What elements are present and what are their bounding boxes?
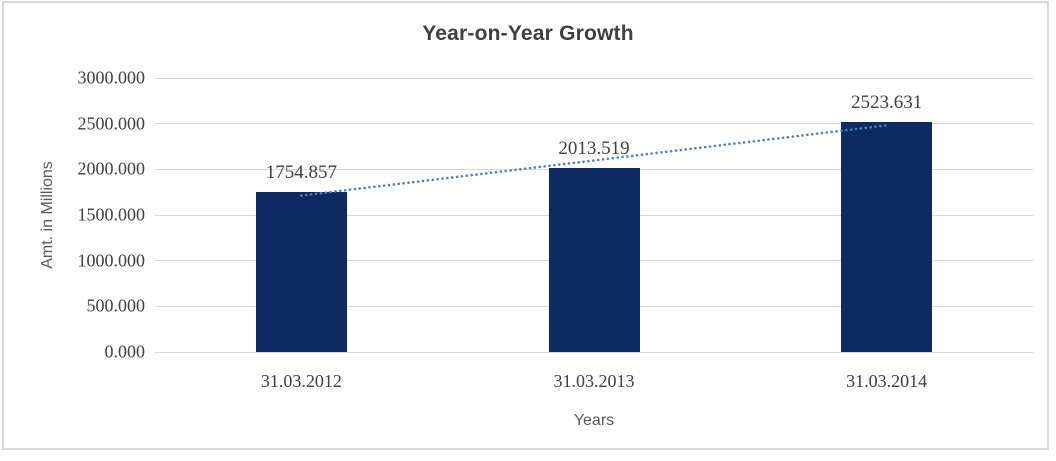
y-tick-label: 2500.000 bbox=[77, 113, 146, 134]
y-tick-label: 3000.000 bbox=[77, 67, 146, 88]
plot-area: 1754.857 2013.519 2523.631 bbox=[155, 77, 1033, 353]
bar bbox=[255, 191, 347, 352]
y-tick-label: 1500.000 bbox=[77, 204, 146, 225]
gridline bbox=[155, 77, 1033, 79]
bar bbox=[841, 121, 933, 352]
y-tick-label: 2000.000 bbox=[77, 158, 146, 179]
x-tick-label: 31.03.2013 bbox=[553, 371, 635, 391]
y-axis-title: Amt. in Millions bbox=[39, 161, 56, 269]
bar-value-label: 2013.519 bbox=[558, 138, 630, 160]
bar-value-label: 2523.631 bbox=[851, 91, 923, 113]
x-tick-label: 31.03.2014 bbox=[846, 371, 928, 391]
bar-value-label: 1754.857 bbox=[265, 161, 337, 183]
x-tick-label: 31.03.2012 bbox=[260, 371, 342, 391]
y-tick-label: 500.000 bbox=[86, 295, 146, 316]
trendline-path bbox=[300, 124, 888, 197]
x-axis-title: Years bbox=[573, 412, 615, 429]
bar bbox=[548, 168, 640, 352]
y-tick-label: 1000.000 bbox=[77, 250, 146, 271]
chart-title: Year-on-Year Growth bbox=[422, 22, 634, 45]
trendline bbox=[300, 124, 888, 197]
gridline bbox=[155, 351, 1033, 353]
y-tick-label: 0.000 bbox=[104, 341, 146, 362]
gridline bbox=[155, 123, 1033, 125]
